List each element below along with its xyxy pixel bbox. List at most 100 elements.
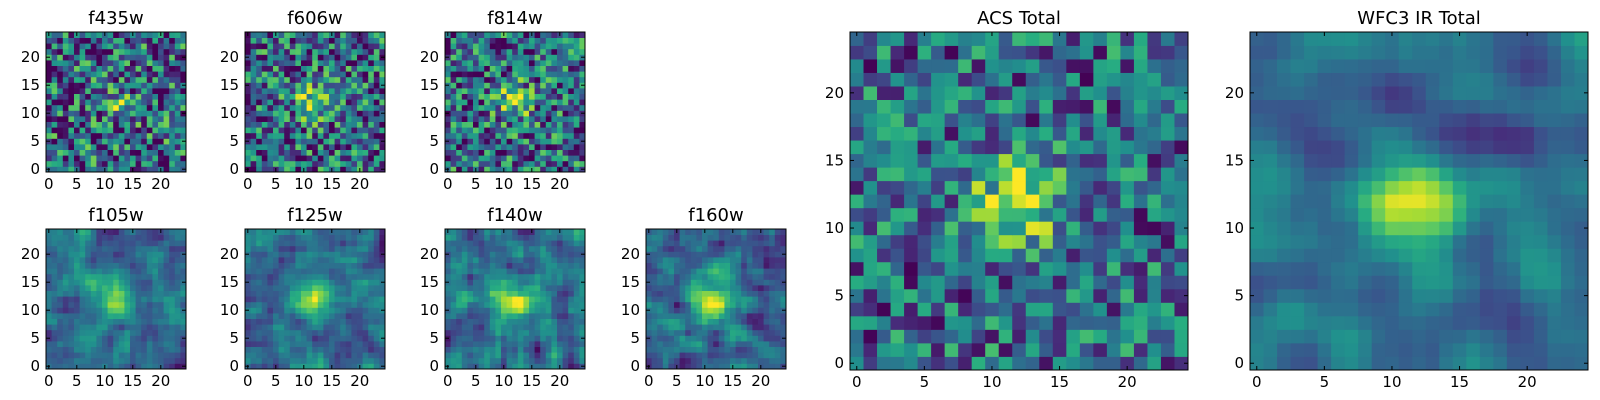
heatmap-cell — [690, 318, 697, 325]
heatmap-cell — [85, 48, 92, 55]
heatmap-cell — [506, 149, 513, 156]
heatmap-cell — [113, 279, 120, 286]
heatmap-cell — [273, 71, 279, 78]
heatmap-cell — [130, 245, 136, 252]
heatmap-cell — [312, 71, 319, 78]
heatmap-cell — [158, 234, 164, 241]
heatmap-cell — [998, 288, 1013, 303]
heatmap-cell — [501, 301, 507, 308]
heatmap-cell — [944, 180, 959, 195]
heatmap-cell — [484, 54, 491, 61]
heatmap-cell — [917, 180, 932, 195]
heatmap-cell — [79, 251, 86, 258]
heatmap-cell — [551, 341, 558, 347]
heatmap-cell — [495, 262, 502, 269]
heatmap-cell — [696, 257, 703, 263]
heatmap-cell — [79, 93, 86, 100]
heatmap-cell — [769, 318, 776, 325]
heatmap-cell — [124, 341, 131, 347]
heatmap-cell — [540, 76, 547, 83]
heatmap-cell — [651, 341, 658, 347]
heatmap-cell — [46, 43, 52, 50]
heatmap-cell — [461, 273, 468, 280]
x-tick-label: 10 — [695, 372, 714, 390]
heatmap-cell — [445, 116, 451, 122]
heatmap-cell — [340, 257, 347, 263]
heatmap-cell — [180, 48, 187, 55]
heatmap-cell — [450, 166, 457, 173]
heatmap-cell — [540, 318, 547, 325]
heatmap-cell — [289, 32, 296, 38]
heatmap-cell — [674, 279, 680, 286]
heatmap-cell — [523, 43, 530, 50]
heatmap-cell — [362, 285, 369, 291]
heatmap-cell — [467, 296, 474, 303]
heatmap-cell — [312, 357, 319, 364]
heatmap-cell — [68, 121, 75, 128]
heatmap-cell — [780, 301, 787, 308]
heatmap-cell — [512, 138, 519, 145]
heatmap-cell — [284, 127, 291, 134]
heatmap-cell — [985, 221, 1000, 236]
heatmap-cell — [461, 37, 468, 44]
heatmap-cell — [107, 54, 114, 61]
heatmap-cell — [256, 48, 263, 55]
heatmap-cell — [473, 251, 479, 258]
heatmap-cell — [707, 324, 714, 331]
heatmap-cell — [345, 110, 352, 117]
heatmap-cell — [1133, 194, 1148, 209]
heatmap-cell — [57, 324, 64, 331]
heatmap-cell — [74, 313, 80, 319]
heatmap-cell — [163, 71, 170, 78]
heatmap-cell — [85, 166, 92, 173]
heatmap-cell — [334, 60, 341, 66]
heatmap-cell — [169, 324, 176, 331]
heatmap-cell — [85, 65, 92, 72]
heatmap-cell — [730, 335, 736, 342]
heatmap-cell — [306, 37, 313, 44]
heatmap-cell — [450, 296, 457, 303]
heatmap-cell — [317, 65, 324, 72]
heatmap-cell — [351, 110, 358, 117]
heatmap-cell — [357, 71, 363, 78]
heatmap-cell — [735, 307, 742, 314]
heatmap-cell — [517, 32, 524, 38]
heatmap-cell — [317, 138, 324, 145]
heatmap-cell — [679, 279, 686, 286]
heatmap-cell — [917, 275, 932, 290]
heatmap-cell — [284, 257, 291, 263]
heatmap-cell — [152, 60, 159, 66]
heatmap-cell — [1012, 234, 1027, 249]
heatmap-cell — [340, 268, 347, 275]
heatmap-cell — [351, 329, 358, 336]
heatmap-cell — [46, 37, 52, 44]
heatmap-cell — [312, 149, 319, 156]
heatmap-cell — [256, 166, 263, 173]
heatmap-cell — [130, 138, 136, 145]
heatmap-cell — [345, 329, 352, 336]
heatmap-cell — [102, 301, 108, 308]
heatmap-cell — [90, 54, 97, 61]
heatmap-cell — [278, 37, 285, 44]
heatmap-cell — [174, 318, 181, 325]
heatmap-cell — [917, 248, 932, 263]
heatmap-cell — [489, 37, 496, 44]
heatmap-cell — [85, 37, 92, 44]
heatmap-cell — [763, 279, 770, 286]
heatmap-cell — [534, 268, 541, 275]
heatmap-cell — [174, 285, 181, 291]
heatmap-cell — [545, 127, 552, 134]
heatmap-cell — [107, 251, 114, 258]
x-tick-label: 0 — [44, 372, 54, 390]
heatmap-cell — [450, 110, 457, 117]
heatmap-cell — [646, 262, 652, 269]
heatmap-cell — [267, 132, 274, 139]
heatmap-cell — [1052, 167, 1067, 182]
heatmap-cell — [456, 37, 463, 44]
heatmap-cell — [306, 296, 313, 303]
heatmap-cell — [484, 60, 491, 66]
heatmap-cell — [763, 346, 770, 353]
heatmap-cell — [368, 335, 375, 342]
heatmap-cell — [261, 324, 268, 331]
